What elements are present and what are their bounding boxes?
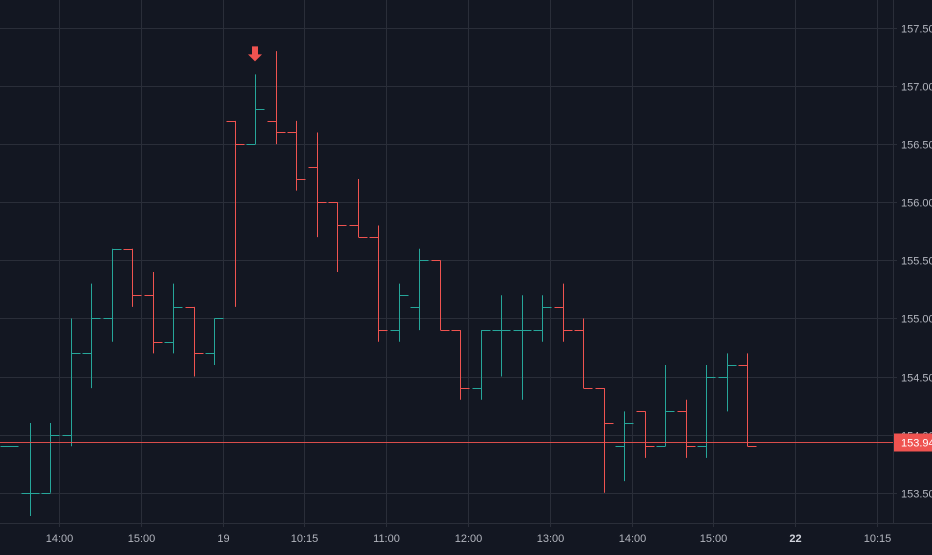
time-tick-label: 12:00 (455, 533, 483, 545)
time-tick-label: 14:00 (619, 533, 647, 545)
price-tick-label: 156.00 (901, 198, 932, 210)
time-tick-label: 10:15 (864, 533, 892, 545)
time-tick-label: 15:00 (128, 533, 156, 545)
price-tick-label: 157.50 (901, 24, 932, 36)
time-tick-label: 14:00 (46, 533, 74, 545)
price-tick-label: 156.50 (901, 140, 932, 152)
last-price-badge-label: 153.94 (901, 438, 932, 450)
time-tick-label: 13:00 (537, 533, 565, 545)
time-tick-label: 10:15 (291, 533, 319, 545)
time-tick-label: 22 (789, 533, 801, 545)
price-tick-label: 155.00 (901, 314, 932, 326)
price-tick-label: 153.50 (901, 489, 932, 501)
time-tick-label: 11:00 (373, 533, 400, 545)
price-tick-label: 154.50 (901, 373, 932, 385)
time-tick-label: 19 (217, 533, 229, 545)
last-price-badge-layer: 153.94 (894, 434, 932, 452)
price-tick-label: 157.00 (901, 82, 932, 94)
time-tick-label: 15:00 (700, 533, 728, 545)
price-tick-label: 155.50 (901, 256, 932, 268)
